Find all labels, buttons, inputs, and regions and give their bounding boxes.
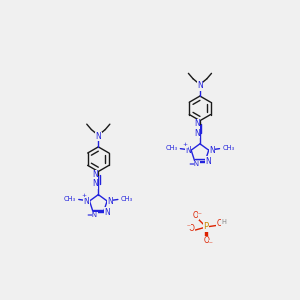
Text: ‒: ‒ xyxy=(198,212,202,216)
Text: O: O xyxy=(216,219,222,228)
Text: N: N xyxy=(197,81,203,90)
Text: N: N xyxy=(206,157,211,166)
Text: N: N xyxy=(92,170,98,179)
Text: CH₃: CH₃ xyxy=(165,145,177,151)
Text: N: N xyxy=(185,146,191,155)
Text: CH₃: CH₃ xyxy=(64,196,76,202)
Text: H: H xyxy=(221,219,226,225)
Text: N: N xyxy=(194,119,200,128)
Text: O: O xyxy=(192,211,198,220)
Text: ‒: ‒ xyxy=(187,224,190,229)
Text: N: N xyxy=(84,196,89,206)
Text: N: N xyxy=(194,128,200,137)
Text: =N: =N xyxy=(86,212,98,218)
Text: O: O xyxy=(188,224,194,233)
Text: CH₃: CH₃ xyxy=(121,196,133,202)
Text: N: N xyxy=(209,146,215,155)
Text: +: + xyxy=(182,142,188,147)
Text: O: O xyxy=(204,236,210,245)
Text: N: N xyxy=(95,132,101,141)
Text: N: N xyxy=(92,179,98,188)
Text: ‒: ‒ xyxy=(209,240,213,245)
Text: +: + xyxy=(81,193,86,198)
Text: N: N xyxy=(107,196,113,206)
Text: P: P xyxy=(203,223,209,232)
Text: =N: =N xyxy=(188,161,199,167)
Text: CH₃: CH₃ xyxy=(223,145,235,151)
Text: N: N xyxy=(104,208,110,217)
